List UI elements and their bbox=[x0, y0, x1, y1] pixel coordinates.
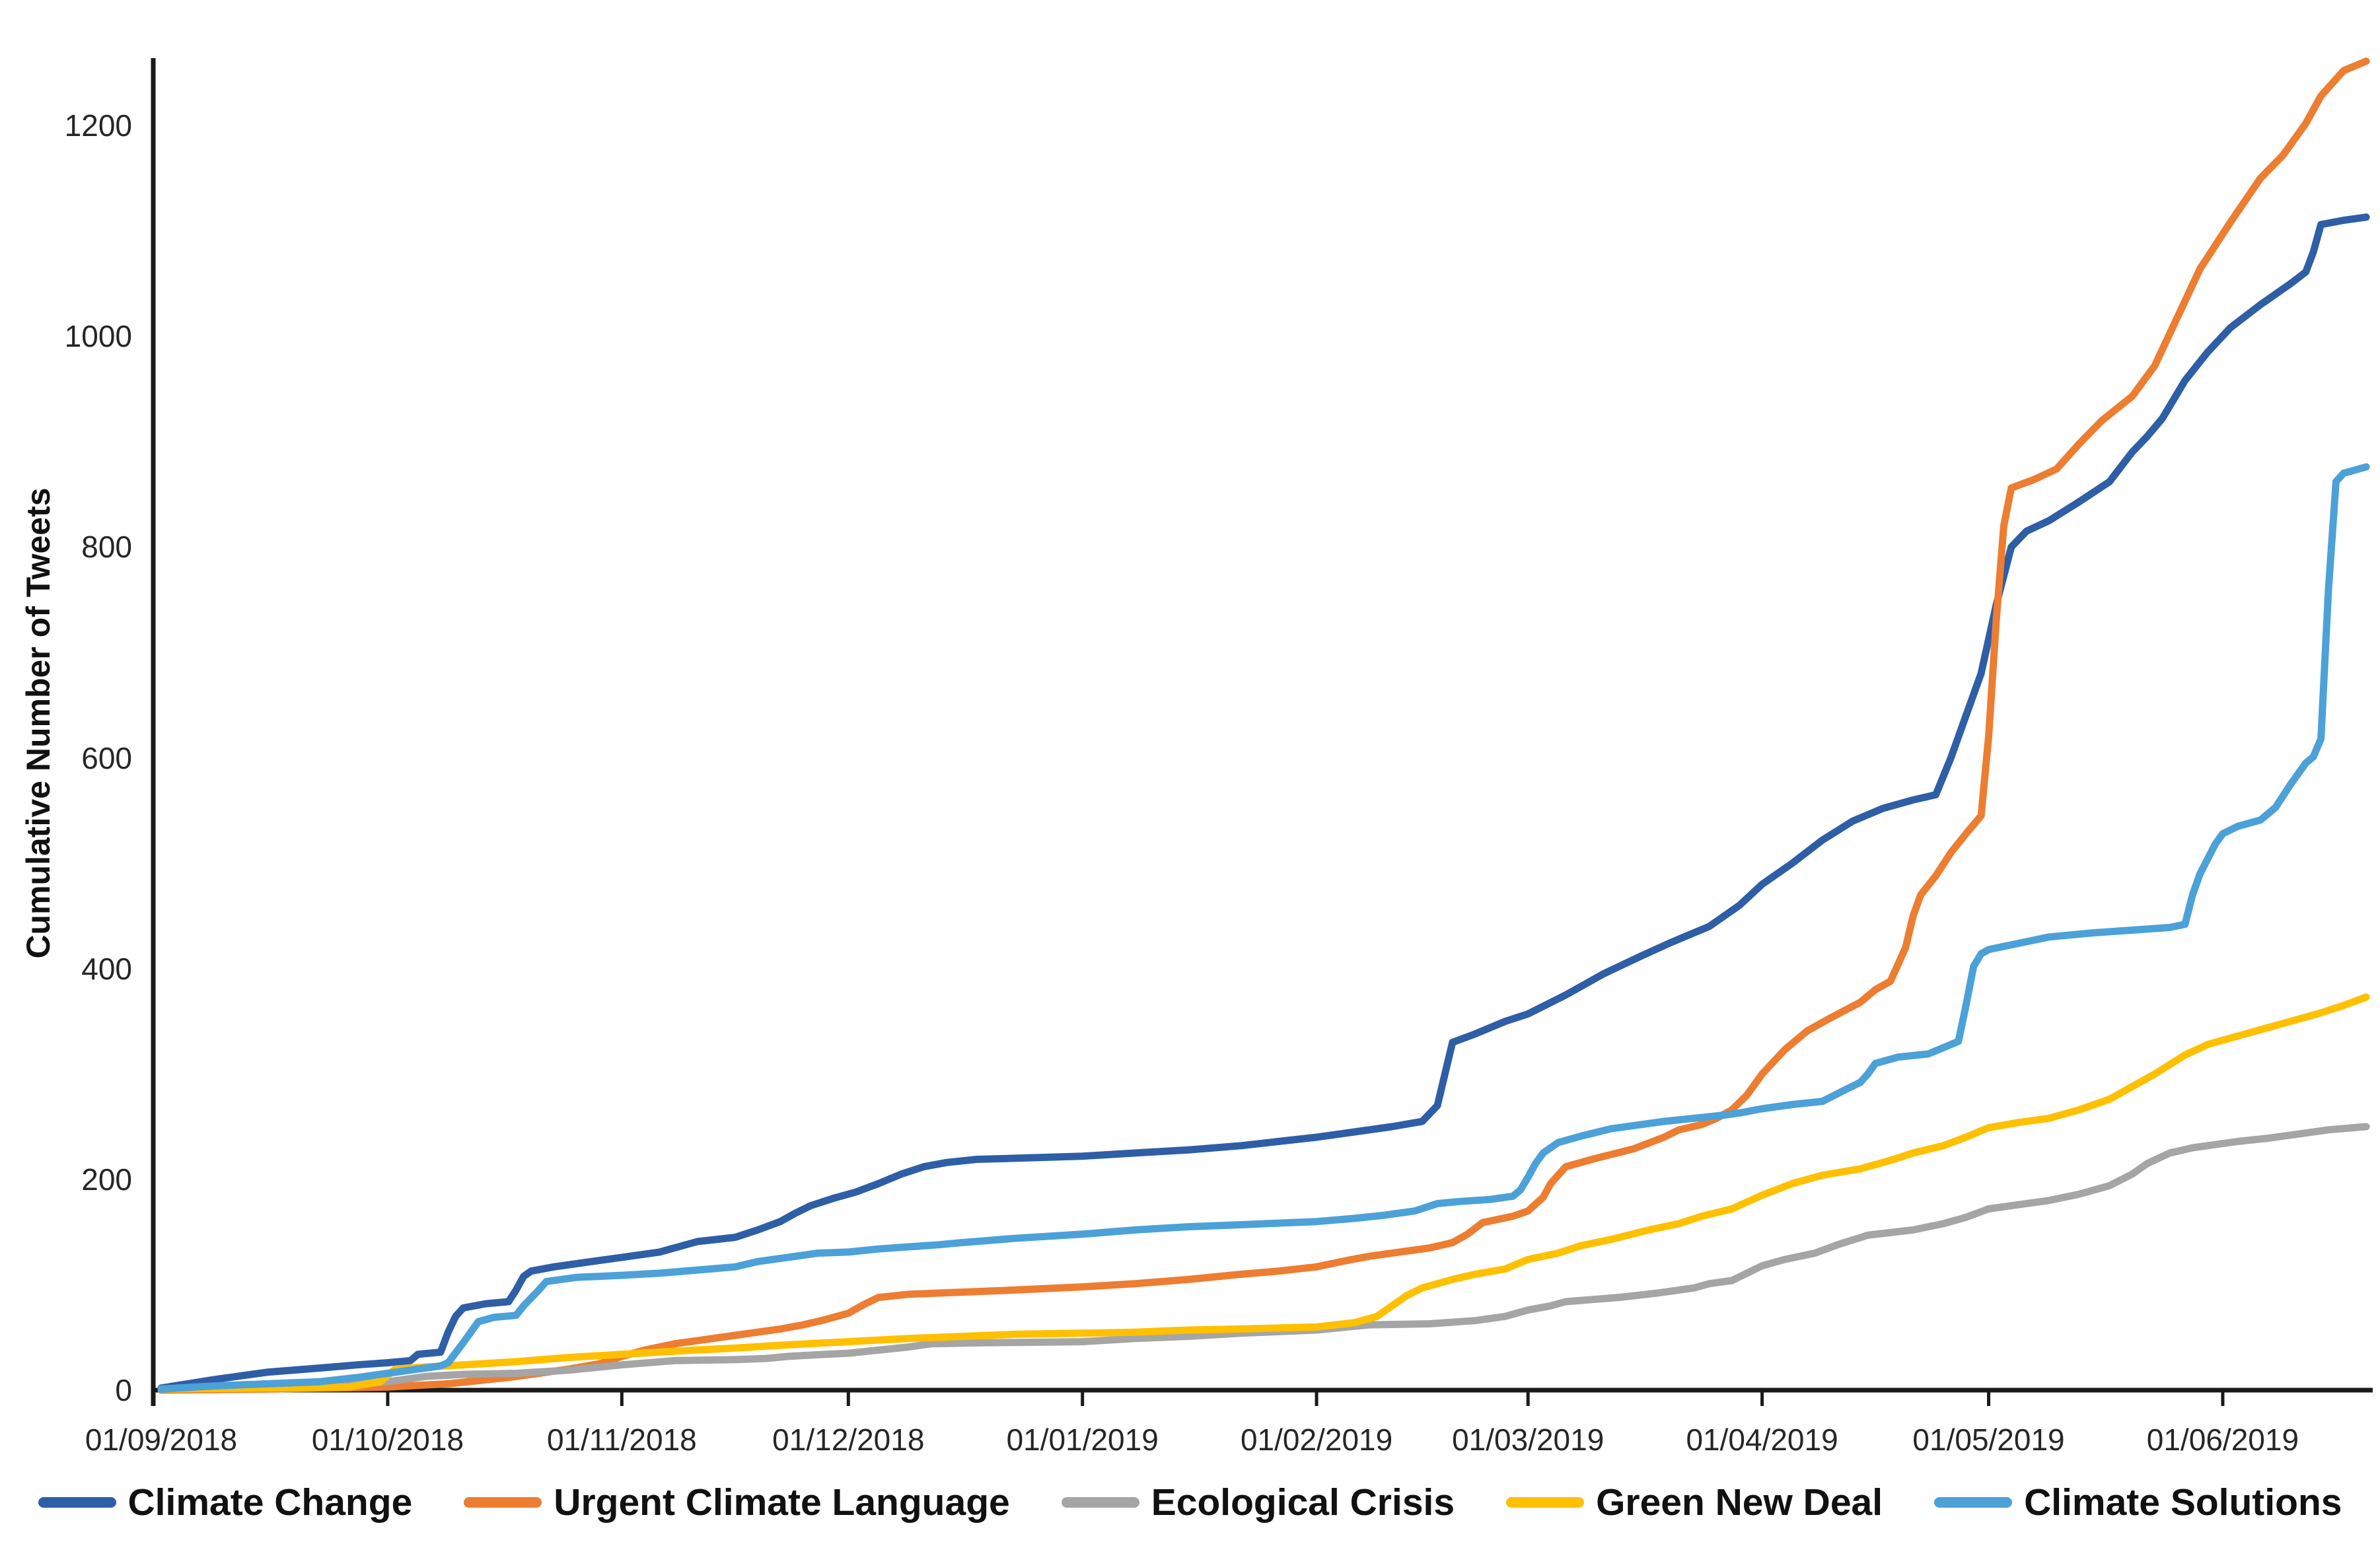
legend-line-swatch bbox=[1934, 1497, 2013, 1508]
legend-label: Ecological Crisis bbox=[1151, 1481, 1455, 1524]
x-tick-label: 01/01/2019 bbox=[1006, 1423, 1159, 1457]
x-tick-label: 01/10/2018 bbox=[311, 1423, 464, 1457]
legend-item-green-new-deal: Green New Deal bbox=[1506, 1481, 1883, 1524]
x-tick-label: 01/12/2018 bbox=[772, 1423, 925, 1457]
x-tick-label: 01/04/2019 bbox=[1686, 1423, 1838, 1457]
legend-label: Climate Solutions bbox=[2024, 1481, 2342, 1524]
legend-item-climate-solutions: Climate Solutions bbox=[1934, 1481, 2342, 1524]
legend-line-swatch bbox=[38, 1497, 116, 1508]
x-tick-label: 01/03/2019 bbox=[1452, 1423, 1605, 1457]
series-line-ecological-crisis bbox=[157, 1123, 2370, 1393]
legend-item-urgent-climate-language: Urgent Climate Language bbox=[464, 1481, 1010, 1524]
x-tick-label: 01/09/2018 bbox=[85, 1423, 238, 1457]
legend-label: Urgent Climate Language bbox=[554, 1481, 1010, 1524]
x-tick-label: 01/11/2018 bbox=[546, 1423, 697, 1457]
x-tick-label: 01/06/2019 bbox=[2146, 1423, 2299, 1457]
x-tick-label: 01/05/2019 bbox=[1912, 1423, 2065, 1457]
legend-item-climate-change: Climate Change bbox=[38, 1481, 413, 1524]
y-tick-label: 400 bbox=[81, 951, 132, 986]
series-line-climate-solutions bbox=[157, 463, 2370, 1393]
series-line-green-new-deal bbox=[157, 993, 2370, 1393]
series-line-urgent-climate-language bbox=[157, 57, 2370, 1394]
legend-label: Climate Change bbox=[127, 1481, 413, 1524]
legend-line-swatch bbox=[1506, 1497, 1585, 1508]
y-tick-label: 1200 bbox=[64, 108, 132, 143]
legend-line-swatch bbox=[464, 1497, 542, 1508]
y-tick-label: 200 bbox=[81, 1162, 132, 1197]
y-tick-label: 600 bbox=[81, 740, 132, 775]
legend-line-swatch bbox=[1061, 1497, 1139, 1508]
x-tick-label: 01/02/2019 bbox=[1240, 1423, 1393, 1457]
legend-item-ecological-crisis: Ecological Crisis bbox=[1061, 1481, 1455, 1524]
legend-label: Green New Deal bbox=[1596, 1481, 1883, 1524]
series-line-climate-change bbox=[157, 213, 2370, 1392]
chart-legend: Climate Change Urgent Climate Language Eco… bbox=[0, 1481, 2380, 1524]
y-tick-label: 800 bbox=[81, 530, 132, 565]
y-tick-label: 1000 bbox=[64, 319, 132, 354]
y-tick-label: 0 bbox=[115, 1373, 132, 1407]
